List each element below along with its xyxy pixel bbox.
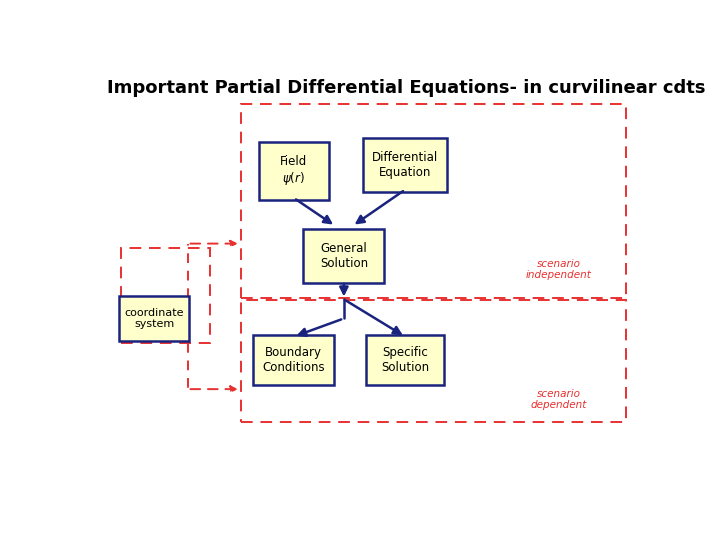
Bar xyxy=(240,300,626,422)
Bar xyxy=(240,104,626,298)
Text: Important Partial Differential Equations- in curvilinear cdts: Important Partial Differential Equations… xyxy=(107,79,706,97)
FancyBboxPatch shape xyxy=(253,335,334,385)
Text: Boundary
Conditions: Boundary Conditions xyxy=(262,346,325,374)
Text: Field
$\psi(r)$: Field $\psi(r)$ xyxy=(280,154,307,187)
Text: scenario
dependent: scenario dependent xyxy=(531,389,587,410)
Text: coordinate
system: coordinate system xyxy=(125,308,184,329)
Text: scenario
independent: scenario independent xyxy=(526,259,592,280)
FancyBboxPatch shape xyxy=(364,138,447,192)
Bar xyxy=(121,248,210,343)
Text: Differential
Equation: Differential Equation xyxy=(372,151,438,179)
FancyBboxPatch shape xyxy=(258,141,328,200)
FancyBboxPatch shape xyxy=(303,229,384,283)
FancyBboxPatch shape xyxy=(120,295,189,341)
FancyBboxPatch shape xyxy=(366,335,444,385)
Text: Specific
Solution: Specific Solution xyxy=(381,346,429,374)
Text: General
Solution: General Solution xyxy=(320,242,368,270)
